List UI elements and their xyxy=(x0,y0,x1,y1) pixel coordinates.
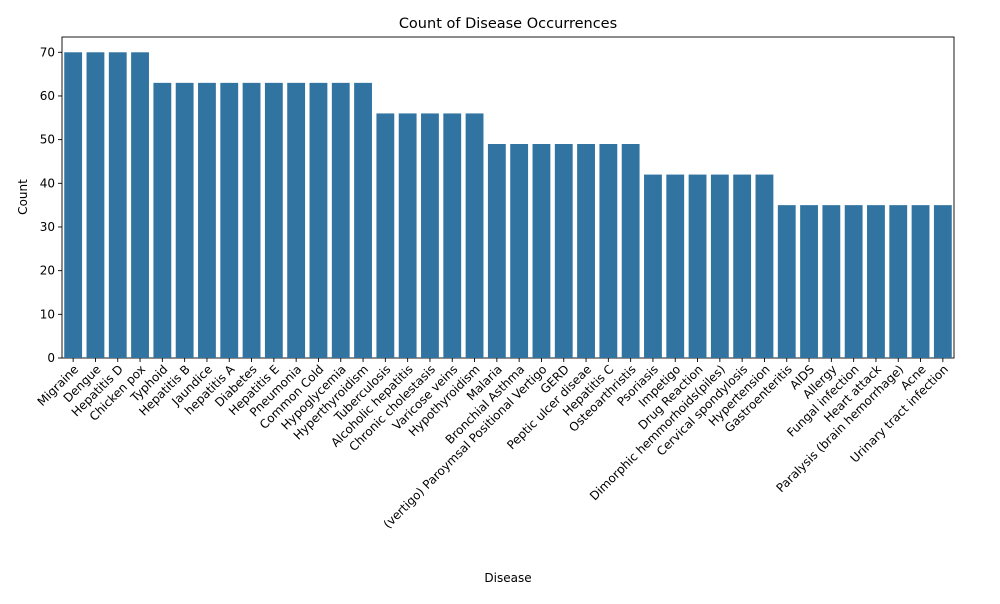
bar xyxy=(688,174,707,358)
bar xyxy=(153,82,172,359)
bar xyxy=(309,82,328,359)
bar xyxy=(554,144,573,358)
bar xyxy=(577,144,595,358)
bar xyxy=(64,52,83,358)
plot-frame xyxy=(61,36,955,359)
y-axis-label: Count xyxy=(16,179,30,215)
bar xyxy=(487,144,506,358)
bar xyxy=(666,174,685,358)
bar xyxy=(131,52,149,358)
y-axis-ticks: 0 10 20 30 40 50 60 70 xyxy=(40,45,62,365)
bar xyxy=(644,174,662,358)
bar xyxy=(532,144,551,358)
chart-title: Count of Disease Occurrences xyxy=(399,16,617,32)
bar xyxy=(800,205,818,358)
bar xyxy=(220,82,239,359)
bar xyxy=(777,205,796,358)
y-tick-label: 40 xyxy=(40,176,55,190)
bar xyxy=(354,82,372,359)
y-tick-label: 20 xyxy=(40,264,55,278)
x-axis-label: Disease xyxy=(484,571,531,585)
bar xyxy=(911,205,930,358)
bar xyxy=(733,174,752,358)
bar xyxy=(242,82,261,359)
bar xyxy=(621,144,640,358)
bar xyxy=(264,82,283,359)
y-tick-label: 0 xyxy=(47,351,55,365)
bar xyxy=(398,113,417,359)
bar xyxy=(86,52,105,358)
bar xyxy=(465,113,484,359)
bar xyxy=(867,205,885,358)
plot-area xyxy=(61,36,955,359)
y-tick-label: 70 xyxy=(40,45,55,59)
bar xyxy=(331,82,350,359)
bar xyxy=(710,174,729,358)
y-tick-label: 30 xyxy=(40,220,55,234)
bar xyxy=(889,205,908,358)
bar xyxy=(376,113,395,359)
y-tick-label: 10 xyxy=(40,307,55,321)
bar xyxy=(599,144,618,358)
bar xyxy=(933,205,952,358)
y-tick-label: 60 xyxy=(40,89,55,103)
bar xyxy=(443,113,462,359)
bar xyxy=(844,205,863,358)
bars xyxy=(64,52,952,359)
bar xyxy=(198,82,216,359)
bar xyxy=(822,205,841,358)
bar xyxy=(510,144,529,358)
bar xyxy=(287,82,306,359)
y-tick-label: 50 xyxy=(40,133,55,147)
bar xyxy=(755,174,774,358)
bar xyxy=(108,52,127,358)
bar xyxy=(421,113,439,359)
bar xyxy=(175,82,194,359)
